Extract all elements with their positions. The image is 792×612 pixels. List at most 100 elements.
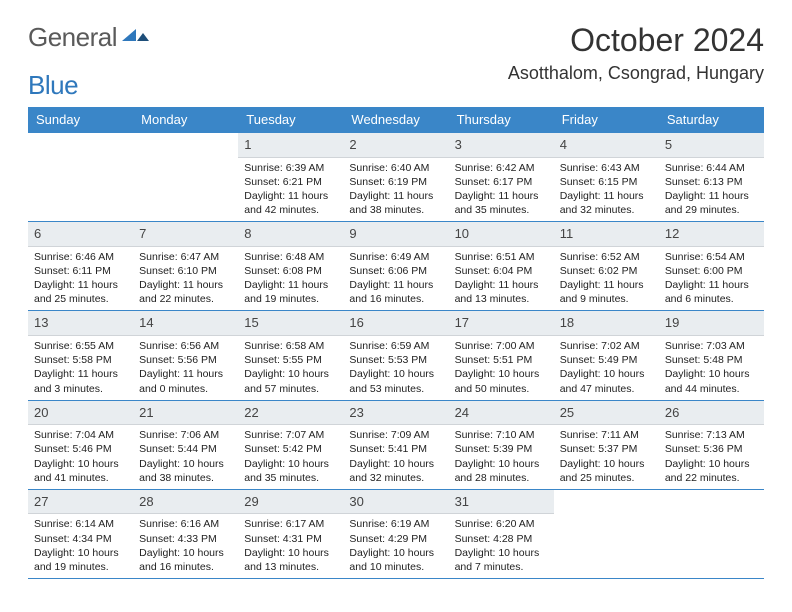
calendar-row: 1Sunrise: 6:39 AMSunset: 6:21 PMDaylight… — [28, 133, 764, 222]
header-saturday: Saturday — [659, 107, 764, 133]
sunset-text: Sunset: 5:46 PM — [34, 442, 127, 456]
sunset-text: Sunset: 5:56 PM — [139, 353, 232, 367]
sunset-text: Sunset: 6:02 PM — [560, 264, 653, 278]
sunset-text: Sunset: 6:19 PM — [349, 175, 442, 189]
day-details: Sunrise: 6:59 AMSunset: 5:53 PMDaylight:… — [343, 336, 448, 400]
calendar-cell: 24Sunrise: 7:10 AMSunset: 5:39 PMDayligh… — [449, 400, 554, 489]
daylight-text: Daylight: 11 hours and 25 minutes. — [34, 278, 127, 306]
sunset-text: Sunset: 4:31 PM — [244, 532, 337, 546]
calendar-cell: 23Sunrise: 7:09 AMSunset: 5:41 PMDayligh… — [343, 400, 448, 489]
day-number — [659, 490, 764, 496]
daylight-text: Daylight: 11 hours and 16 minutes. — [349, 278, 442, 306]
sunset-text: Sunset: 6:13 PM — [665, 175, 758, 189]
sunset-text: Sunset: 6:15 PM — [560, 175, 653, 189]
daylight-text: Daylight: 11 hours and 9 minutes. — [560, 278, 653, 306]
calendar-cell: 5Sunrise: 6:44 AMSunset: 6:13 PMDaylight… — [659, 133, 764, 222]
day-details: Sunrise: 7:11 AMSunset: 5:37 PMDaylight:… — [554, 425, 659, 489]
sunrise-text: Sunrise: 7:06 AM — [139, 428, 232, 442]
logo-flag-icon — [122, 25, 150, 50]
sunset-text: Sunset: 6:10 PM — [139, 264, 232, 278]
day-number: 29 — [238, 490, 343, 515]
daylight-text: Daylight: 10 hours and 19 minutes. — [34, 546, 127, 574]
sunrise-text: Sunrise: 6:43 AM — [560, 161, 653, 175]
daylight-text: Daylight: 11 hours and 32 minutes. — [560, 189, 653, 217]
daylight-text: Daylight: 11 hours and 6 minutes. — [665, 278, 758, 306]
day-number: 13 — [28, 311, 133, 336]
calendar-cell: 15Sunrise: 6:58 AMSunset: 5:55 PMDayligh… — [238, 311, 343, 400]
sunset-text: Sunset: 6:17 PM — [455, 175, 548, 189]
day-number: 2 — [343, 133, 448, 158]
daylight-text: Daylight: 10 hours and 47 minutes. — [560, 367, 653, 395]
day-details: Sunrise: 7:06 AMSunset: 5:44 PMDaylight:… — [133, 425, 238, 489]
sunset-text: Sunset: 6:00 PM — [665, 264, 758, 278]
sunrise-text: Sunrise: 7:10 AM — [455, 428, 548, 442]
day-details: Sunrise: 6:20 AMSunset: 4:28 PMDaylight:… — [449, 514, 554, 578]
day-details: Sunrise: 6:48 AMSunset: 6:08 PMDaylight:… — [238, 247, 343, 311]
calendar-cell: 20Sunrise: 7:04 AMSunset: 5:46 PMDayligh… — [28, 400, 133, 489]
day-number: 25 — [554, 401, 659, 426]
sunrise-text: Sunrise: 7:07 AM — [244, 428, 337, 442]
day-number: 21 — [133, 401, 238, 426]
calendar-row: 13Sunrise: 6:55 AMSunset: 5:58 PMDayligh… — [28, 311, 764, 400]
header-friday: Friday — [554, 107, 659, 133]
day-number: 27 — [28, 490, 133, 515]
daylight-text: Daylight: 11 hours and 42 minutes. — [244, 189, 337, 217]
calendar-cell: 18Sunrise: 7:02 AMSunset: 5:49 PMDayligh… — [554, 311, 659, 400]
sunset-text: Sunset: 5:44 PM — [139, 442, 232, 456]
sunrise-text: Sunrise: 6:39 AM — [244, 161, 337, 175]
calendar-cell: 6Sunrise: 6:46 AMSunset: 6:11 PMDaylight… — [28, 222, 133, 311]
daylight-text: Daylight: 10 hours and 44 minutes. — [665, 367, 758, 395]
daylight-text: Daylight: 10 hours and 50 minutes. — [455, 367, 548, 395]
day-number: 6 — [28, 222, 133, 247]
day-details: Sunrise: 7:10 AMSunset: 5:39 PMDaylight:… — [449, 425, 554, 489]
day-number: 23 — [343, 401, 448, 426]
sunrise-text: Sunrise: 6:51 AM — [455, 250, 548, 264]
sunset-text: Sunset: 5:49 PM — [560, 353, 653, 367]
daylight-text: Daylight: 10 hours and 16 minutes. — [139, 546, 232, 574]
daylight-text: Daylight: 10 hours and 57 minutes. — [244, 367, 337, 395]
calendar-cell: 9Sunrise: 6:49 AMSunset: 6:06 PMDaylight… — [343, 222, 448, 311]
day-number: 24 — [449, 401, 554, 426]
daylight-text: Daylight: 11 hours and 0 minutes. — [139, 367, 232, 395]
day-details: Sunrise: 7:03 AMSunset: 5:48 PMDaylight:… — [659, 336, 764, 400]
sunrise-text: Sunrise: 6:55 AM — [34, 339, 127, 353]
sunset-text: Sunset: 6:11 PM — [34, 264, 127, 278]
daylight-text: Daylight: 11 hours and 38 minutes. — [349, 189, 442, 217]
logo-word2: Blue — [28, 70, 78, 100]
day-details: Sunrise: 6:49 AMSunset: 6:06 PMDaylight:… — [343, 247, 448, 311]
header-monday: Monday — [133, 107, 238, 133]
day-details: Sunrise: 6:47 AMSunset: 6:10 PMDaylight:… — [133, 247, 238, 311]
calendar-cell: 21Sunrise: 7:06 AMSunset: 5:44 PMDayligh… — [133, 400, 238, 489]
day-number: 19 — [659, 311, 764, 336]
header-thursday: Thursday — [449, 107, 554, 133]
calendar-cell: 10Sunrise: 6:51 AMSunset: 6:04 PMDayligh… — [449, 222, 554, 311]
day-number: 31 — [449, 490, 554, 515]
day-number — [28, 133, 133, 139]
day-details: Sunrise: 6:58 AMSunset: 5:55 PMDaylight:… — [238, 336, 343, 400]
day-number: 15 — [238, 311, 343, 336]
day-details: Sunrise: 6:14 AMSunset: 4:34 PMDaylight:… — [28, 514, 133, 578]
sunset-text: Sunset: 4:33 PM — [139, 532, 232, 546]
sunrise-text: Sunrise: 6:48 AM — [244, 250, 337, 264]
calendar-cell: 4Sunrise: 6:43 AMSunset: 6:15 PMDaylight… — [554, 133, 659, 222]
day-details: Sunrise: 6:46 AMSunset: 6:11 PMDaylight:… — [28, 247, 133, 311]
daylight-text: Daylight: 11 hours and 13 minutes. — [455, 278, 548, 306]
location: Asotthalom, Csongrad, Hungary — [508, 63, 764, 84]
sunset-text: Sunset: 5:53 PM — [349, 353, 442, 367]
day-details: Sunrise: 6:39 AMSunset: 6:21 PMDaylight:… — [238, 158, 343, 222]
sunset-text: Sunset: 5:36 PM — [665, 442, 758, 456]
day-number: 8 — [238, 222, 343, 247]
sunrise-text: Sunrise: 7:09 AM — [349, 428, 442, 442]
day-details: Sunrise: 7:04 AMSunset: 5:46 PMDaylight:… — [28, 425, 133, 489]
day-number: 26 — [659, 401, 764, 426]
day-details: Sunrise: 7:07 AMSunset: 5:42 PMDaylight:… — [238, 425, 343, 489]
sunrise-text: Sunrise: 6:44 AM — [665, 161, 758, 175]
title-block: October 2024 Asotthalom, Csongrad, Hunga… — [508, 22, 764, 84]
calendar-row: 27Sunrise: 6:14 AMSunset: 4:34 PMDayligh… — [28, 489, 764, 578]
calendar-cell: 12Sunrise: 6:54 AMSunset: 6:00 PMDayligh… — [659, 222, 764, 311]
calendar-cell: 3Sunrise: 6:42 AMSunset: 6:17 PMDaylight… — [449, 133, 554, 222]
calendar-cell: 8Sunrise: 6:48 AMSunset: 6:08 PMDaylight… — [238, 222, 343, 311]
day-number: 18 — [554, 311, 659, 336]
daylight-text: Daylight: 10 hours and 41 minutes. — [34, 457, 127, 485]
day-number: 28 — [133, 490, 238, 515]
